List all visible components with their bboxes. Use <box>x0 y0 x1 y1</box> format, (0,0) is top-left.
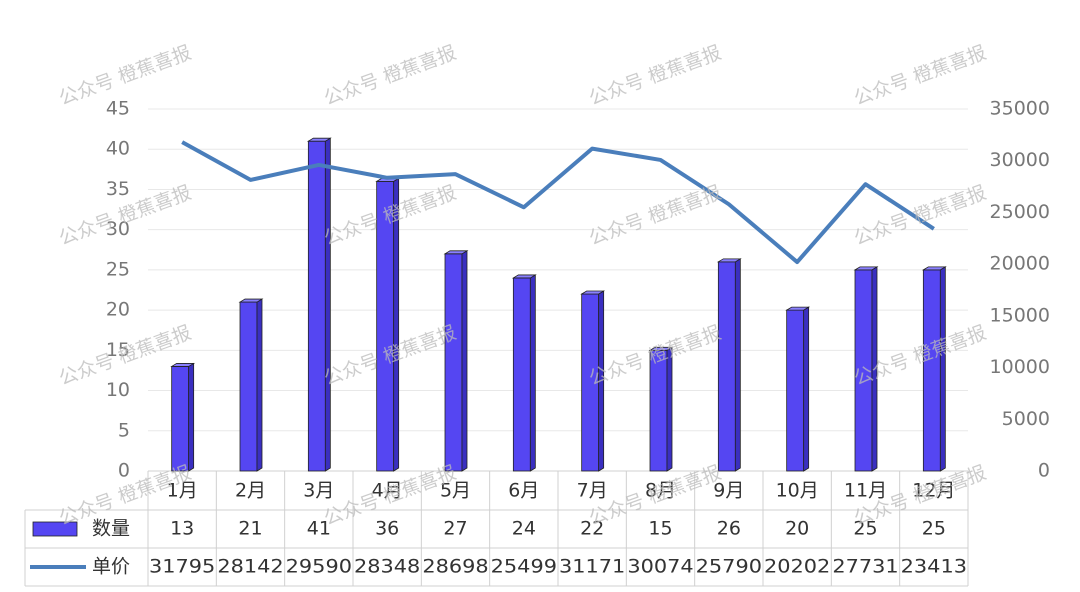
bar-side <box>803 306 810 472</box>
table-value: 28348 <box>354 556 420 578</box>
y-tick-label: 35 <box>106 178 130 200</box>
table-value: 25790 <box>696 556 762 578</box>
bar-side <box>256 298 263 472</box>
bar-side <box>939 266 946 472</box>
watermark: 公众号 橙蕉喜报 <box>586 42 724 110</box>
bar-top <box>170 363 196 367</box>
y-tick-label: 0 <box>118 460 130 482</box>
legend-label: 单价 <box>92 556 130 578</box>
bar-top <box>580 290 606 295</box>
y2-tick-label: 0 <box>1038 460 1050 482</box>
table-value: 29590 <box>286 556 352 578</box>
y-tick-label: 10 <box>106 379 130 401</box>
table-value: 15 <box>648 518 672 540</box>
x-tick-label: 2月 <box>235 480 266 502</box>
y2-tick-label: 20000 <box>990 253 1050 275</box>
x-tick-label: 4月 <box>372 480 403 502</box>
y-tick-label: 5 <box>118 419 130 441</box>
bar-top <box>306 137 332 142</box>
x-tick-label: 1月 <box>167 480 198 502</box>
x-tick-label: 8月 <box>645 480 676 502</box>
y-tick-label: 40 <box>106 138 130 160</box>
table-value: 27 <box>443 518 467 540</box>
y2-tick-label: 30000 <box>990 149 1050 171</box>
table-value: 30074 <box>627 556 693 578</box>
x-tick-label: 11月 <box>844 480 887 502</box>
bar <box>512 277 531 472</box>
bar <box>239 301 258 472</box>
bar-side <box>666 346 673 472</box>
x-tick-label: 5月 <box>440 480 471 502</box>
bar-side <box>324 137 331 472</box>
legend-label: 数量 <box>92 518 130 540</box>
y2-tick-label: 10000 <box>990 356 1050 378</box>
bar <box>171 366 190 472</box>
bar-side <box>188 362 195 472</box>
bar <box>922 269 941 472</box>
table-value: 23413 <box>901 556 967 578</box>
bar-top <box>785 306 811 311</box>
table-value: 25499 <box>491 556 557 578</box>
bar <box>786 309 805 472</box>
bar-side <box>461 250 468 472</box>
bar-top <box>648 346 674 351</box>
x-tick-label: 3月 <box>303 480 334 502</box>
bar <box>307 140 326 472</box>
table-value: 25 <box>922 518 946 540</box>
x-tick-label: 10月 <box>776 480 819 502</box>
bar-side <box>734 258 741 472</box>
watermark: 公众号 橙蕉喜报 <box>321 42 459 110</box>
watermark: 公众号 橙蕉喜报 <box>586 182 724 250</box>
table-value: 36 <box>375 518 399 540</box>
x-tick-label: 6月 <box>508 480 539 502</box>
legend-swatch <box>32 521 78 537</box>
table-value: 31171 <box>559 556 625 578</box>
bar-side <box>529 274 536 472</box>
bar-top <box>511 274 537 279</box>
bar-top <box>921 266 947 271</box>
bar-top <box>716 258 742 263</box>
watermark: 公众号 橙蕉喜报 <box>851 42 989 110</box>
y-tick-label: 30 <box>106 218 130 240</box>
watermark: 公众号 橙蕉喜报 <box>851 182 989 250</box>
table-value: 28142 <box>217 556 283 578</box>
y2-tick-label: 5000 <box>1002 408 1050 430</box>
table-value: 22 <box>580 518 604 540</box>
table-value: 41 <box>307 518 331 540</box>
bar <box>444 253 463 472</box>
table-value: 20202 <box>764 556 830 578</box>
y2-tick-label: 35000 <box>990 98 1050 120</box>
table-value: 28698 <box>422 556 488 578</box>
y2-tick-label: 25000 <box>990 201 1050 223</box>
y-tick-label: 20 <box>106 299 130 321</box>
line <box>181 140 935 265</box>
table-value: 31795 <box>149 556 215 578</box>
bar-top <box>443 250 469 255</box>
y-tick-label: 25 <box>106 258 130 280</box>
bar <box>649 349 668 472</box>
bar-top <box>238 298 264 303</box>
x-tick-label: 9月 <box>713 480 744 502</box>
table-value: 25 <box>853 518 877 540</box>
x-tick-label: 7月 <box>577 480 608 502</box>
y-tick-label: 45 <box>106 98 130 120</box>
table-value: 27731 <box>832 556 898 578</box>
y-tick-label: 15 <box>106 339 130 361</box>
table-value: 20 <box>785 518 809 540</box>
table-value: 13 <box>170 518 194 540</box>
bar-top <box>853 266 879 271</box>
table-value: 21 <box>238 518 262 540</box>
x-tick-label: 12月 <box>912 480 955 502</box>
table-value: 24 <box>512 518 536 540</box>
bar <box>717 261 736 472</box>
y2-tick-label: 15000 <box>990 304 1050 326</box>
table-value: 26 <box>717 518 741 540</box>
